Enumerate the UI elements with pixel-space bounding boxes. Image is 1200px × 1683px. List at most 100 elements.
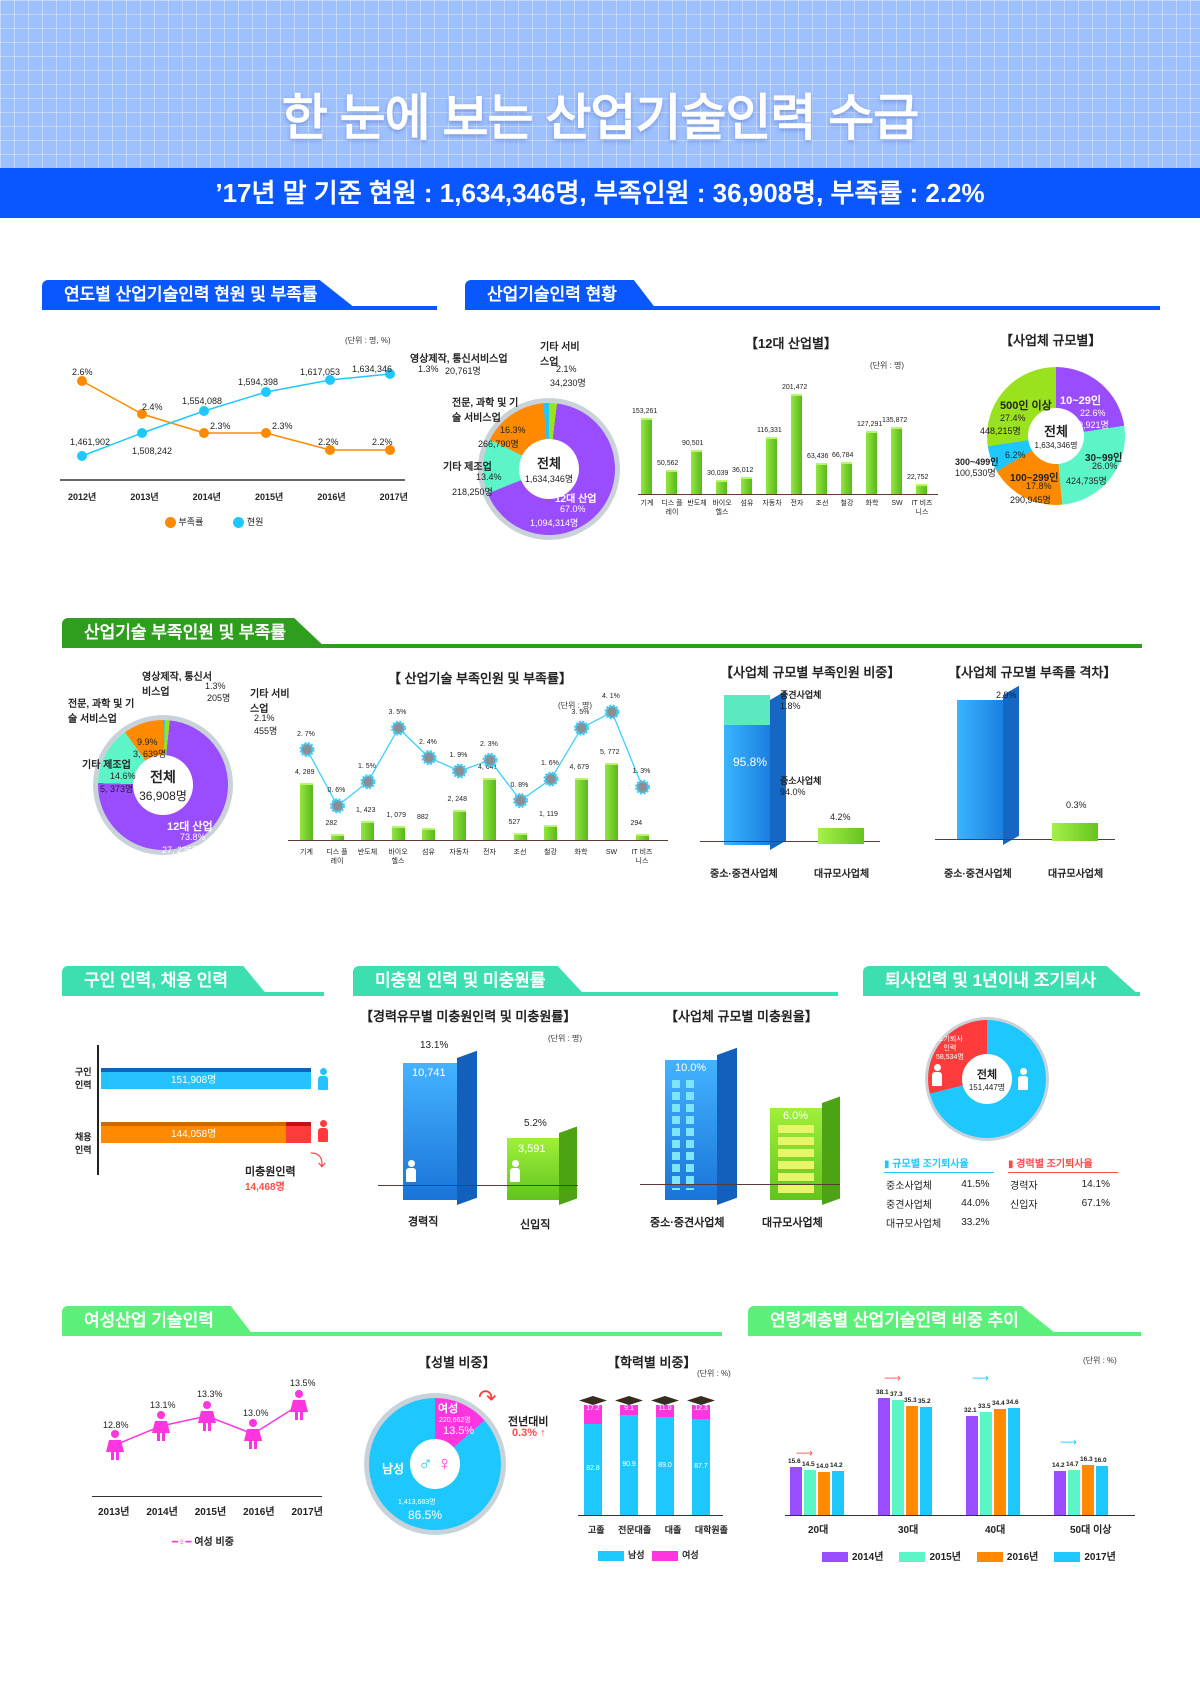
bar — [1008, 1408, 1020, 1515]
bar — [1096, 1465, 1108, 1515]
slice-count: 1,094,314명 — [530, 518, 579, 528]
x-axis-labels: 2013년 2014년 2015년 2016년 2017년 — [98, 1507, 323, 1518]
rate-label: 2. 7% — [297, 730, 315, 738]
female-icon: ♀ — [437, 1452, 452, 1475]
category-label: SW — [891, 500, 903, 507]
category-label: 40대 — [985, 1525, 1006, 1536]
slice-pct: 2.1% — [556, 364, 577, 374]
slice-label: 여성 — [438, 1403, 459, 1415]
legend: ━♀━ 여성 비중 — [172, 1537, 234, 1548]
legend-rate-icon — [165, 517, 176, 529]
unit-label: (단위 : 명, %) — [345, 336, 391, 345]
bar — [741, 477, 752, 495]
bar — [391, 825, 405, 840]
hero-background — [0, 0, 1200, 168]
bar — [422, 828, 435, 840]
chart-title: 【12대 산업별】 — [745, 336, 837, 351]
graduation-cap-icon — [615, 1396, 643, 1405]
slice-count: 205명 — [207, 693, 231, 703]
slice-count: 455명 — [254, 726, 278, 736]
chart-title: 【경력유무별 미충원인력 및 미충원률】 — [360, 1009, 577, 1024]
category-label: 신입직 — [520, 1219, 551, 1231]
section-header-yearly: 연도별 산업기술인력 현원 및 부족률 — [42, 280, 437, 310]
category-label: 기계 — [640, 500, 654, 507]
slice-count: 20,761명 — [445, 366, 481, 376]
category-label: 반도체 — [357, 849, 378, 856]
category-label: 경력직 — [408, 1216, 439, 1228]
section-header-hiring: 구인 인력, 채용 인력 — [62, 966, 324, 996]
unit-label: (단위 : 명) — [548, 1034, 583, 1043]
bar — [1082, 1464, 1094, 1515]
female-line-chart — [106, 1390, 308, 1460]
section-title: 연령계층별 산업기술인력 비중 추이 — [748, 1306, 1059, 1336]
category-label: 디스 플레이 — [661, 500, 683, 516]
category-label: 50대 이상 — [1070, 1525, 1112, 1536]
slice-pct: 13.4% — [476, 472, 502, 482]
slice-count: 220,662명 — [439, 1417, 471, 1424]
bar — [832, 1471, 844, 1515]
bar-value: 14.7 — [1066, 1460, 1079, 1468]
slice-label: 30~99인 — [1085, 453, 1123, 464]
slice-count: 424,735명 — [1066, 476, 1107, 486]
curved-arrow-icon: ↷ — [478, 1385, 497, 1410]
category-label: 자동차 — [449, 849, 469, 856]
slice-pct: 13.5% — [443, 1425, 475, 1437]
rate-label: 2.3% — [272, 421, 293, 431]
bar — [920, 1406, 932, 1515]
chart-title: 【성별 비중】 — [418, 1355, 496, 1370]
bar-value: 16.3 — [1080, 1455, 1093, 1463]
category-label: 전자 — [483, 849, 496, 856]
bar — [361, 821, 374, 840]
bar-value: 1, 119 — [539, 811, 558, 819]
value-label: 13.3% — [197, 1389, 223, 1399]
bar-value: 37.3 — [890, 1391, 903, 1399]
trend-arrow-icon: ⟶ — [884, 1371, 902, 1385]
bar — [791, 394, 802, 495]
slice-pct: 1.3% — [205, 681, 226, 691]
category-label: 철강 — [544, 849, 557, 856]
rate-label: 0. 8% — [510, 781, 529, 789]
slice-pct: 16.3% — [500, 425, 526, 435]
category-label: 자동차 — [762, 500, 782, 507]
value-label: 2.9% — [996, 690, 1017, 700]
count-label: 1,508,242 — [132, 446, 173, 456]
value-label: 13.1% — [150, 1400, 176, 1410]
rate-label: 4. 1% — [602, 693, 620, 700]
bar-value: 4, 679 — [569, 763, 589, 771]
bar — [300, 782, 313, 840]
bar-value: 14.0 — [816, 1462, 829, 1470]
window-grid — [778, 1125, 814, 1195]
bar — [513, 832, 527, 840]
value-label: 13.0% — [243, 1408, 269, 1418]
category-label: 철강 — [840, 500, 854, 507]
bar — [483, 778, 496, 840]
slice-label: 기타 제조업 — [82, 760, 131, 771]
category-label: 조선 — [513, 849, 527, 856]
category-label: 섬유 — [422, 849, 435, 856]
legend: 부족률 현원 — [165, 515, 263, 529]
rate-label: 1. 6% — [541, 760, 559, 768]
female-segment: 12.3 — [692, 1405, 710, 1419]
annotation: 중견사업체 — [780, 690, 822, 700]
bar-value: 14.2 — [1052, 1462, 1065, 1470]
person-icon — [1018, 1068, 1028, 1090]
pie-center: 전체 36,908명 — [133, 755, 193, 815]
slice-pct: 67.0% — [560, 504, 586, 514]
category-label: SW — [605, 849, 618, 856]
section-header-age: 연령계층별 산업기술인력 비중 추이 — [748, 1306, 1141, 1336]
male-segment: 82.8 — [584, 1423, 602, 1515]
size-resign-header: ▮ 규모별 조기퇴사율 — [884, 1155, 994, 1173]
rate-label: 0. 6% — [327, 786, 346, 794]
bar — [994, 1409, 1006, 1515]
legend: 남성 여성 — [598, 1548, 699, 1561]
bar — [841, 461, 852, 495]
trend-arrow-icon: ⟶ — [796, 1446, 814, 1460]
female-icon: ━♀━ — [172, 1537, 192, 1548]
exp-resign-header: ▮ 경력별 조기퇴사율 — [1008, 1155, 1118, 1173]
count-label: 1,634,346 — [352, 364, 393, 374]
slice-label: 10~29인 — [1060, 395, 1102, 407]
slice-label: 500인 이상 — [1000, 400, 1052, 412]
section-title: 산업기술인력 현황 — [465, 280, 657, 310]
row-label: 채용 인력 — [75, 1132, 92, 1155]
bar — [452, 810, 466, 840]
